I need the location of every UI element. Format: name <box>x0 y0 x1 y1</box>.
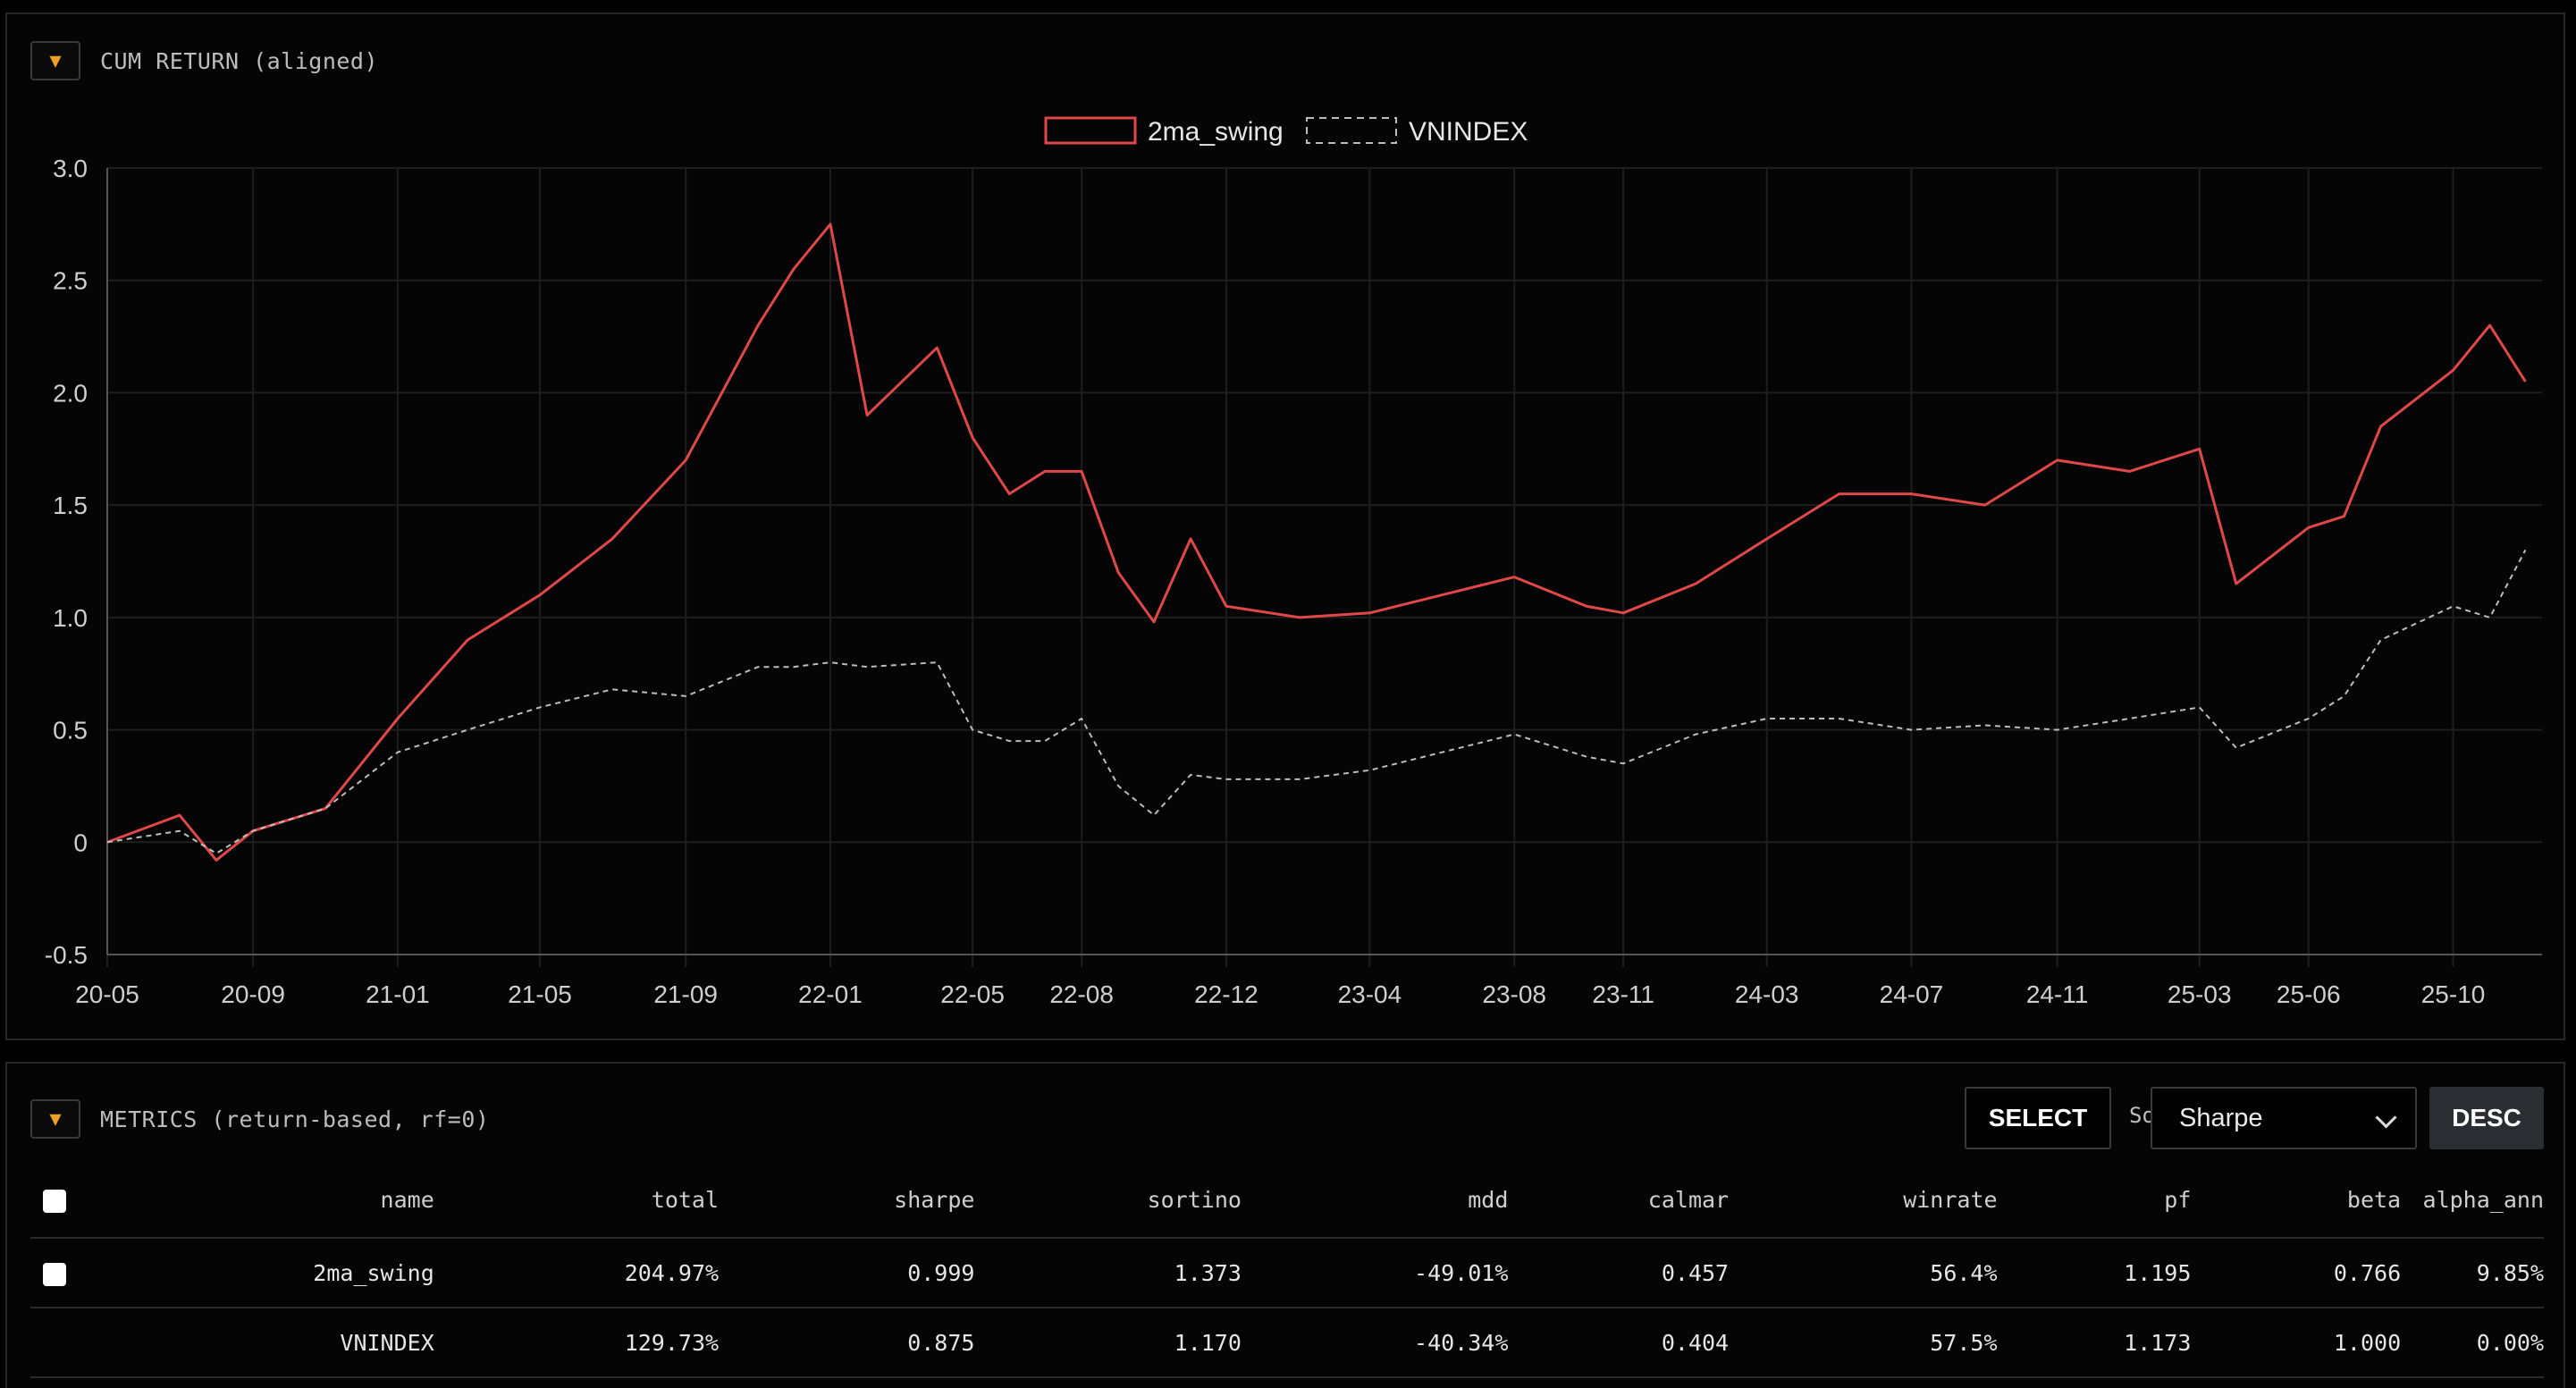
metrics-table: name total sharpe sortino mdd calmar win… <box>30 1162 2544 1378</box>
cell-sortino: 1.170 <box>974 1308 1242 1378</box>
y-tick-label: 3.0 <box>53 155 88 182</box>
x-tick-label: 25-10 <box>2421 980 2486 1008</box>
y-tick-label: -0.5 <box>45 941 88 969</box>
legend-label-2ma-swing[interactable]: 2ma_swing <box>1148 117 1284 147</box>
col-header-sortino[interactable]: sortino <box>974 1162 1242 1239</box>
select-button[interactable]: SELECT <box>1965 1087 2111 1149</box>
x-tick-label: 23-04 <box>1338 980 1402 1008</box>
cum-return-panel: ▼ CUM RETURN (aligned) 3.0 2.5 2.0 1.5 1.0 0.… <box>5 13 2565 1040</box>
collapse-chart-toggle[interactable]: ▼ <box>30 41 80 80</box>
row-select-cell <box>30 1308 97 1378</box>
chart-panel-title: CUM RETURN (aligned) <box>100 48 379 74</box>
col-header-winrate[interactable]: winrate <box>1729 1162 1998 1239</box>
y-tick-label: 2.5 <box>53 267 88 295</box>
y-tick-label: 1.0 <box>53 604 88 632</box>
x-tick-label: 20-05 <box>75 980 139 1008</box>
col-header-pf[interactable]: pf <box>1997 1162 2192 1239</box>
y-tick-label: 2.0 <box>53 379 88 407</box>
x-tick-label: 22-08 <box>1049 980 1114 1008</box>
chevron-down-icon <box>2375 1106 2397 1129</box>
legend-label-vnindex[interactable]: VNINDEX <box>1409 117 1528 147</box>
cell-total: 204.97% <box>434 1238 720 1308</box>
table-row[interactable]: VNINDEX 129.73% 0.875 1.170 -40.34% 0.40… <box>30 1308 2544 1378</box>
x-tick-label: 24-03 <box>1735 980 1799 1008</box>
col-header-mdd[interactable]: mdd <box>1241 1162 1509 1239</box>
sort-order-button[interactable]: DESC <box>2429 1087 2544 1149</box>
cell-mdd: -40.34% <box>1241 1308 1509 1378</box>
y-tick-label: 1.5 <box>53 492 88 519</box>
cell-total: 129.73% <box>434 1308 720 1378</box>
x-tick-label: 21-01 <box>366 980 430 1008</box>
metrics-panel: ▼ METRICS (return-based, rf=0) SELECT So… <box>5 1062 2565 1388</box>
col-header-total[interactable]: total <box>434 1162 720 1239</box>
x-tick-label: 21-05 <box>508 980 572 1008</box>
caret-down-icon: ▼ <box>49 1107 62 1131</box>
cell-winrate: 56.4% <box>1729 1238 1998 1308</box>
series-line-2ma-swing <box>106 223 2527 862</box>
cell-name: VNINDEX <box>96 1308 434 1378</box>
cell-beta: 0.766 <box>2191 1238 2402 1308</box>
cell-pf: 1.195 <box>1997 1238 2192 1308</box>
col-header-sharpe[interactable]: sharpe <box>719 1162 975 1239</box>
x-tick-label: 21-09 <box>653 980 718 1008</box>
x-tick-label: 22-12 <box>1194 980 1259 1008</box>
x-tick-label: 22-01 <box>798 980 863 1008</box>
cell-name: 2ma_swing <box>96 1238 434 1308</box>
cell-alpha-ann: 0.00% <box>2401 1308 2544 1378</box>
col-header-calmar[interactable]: calmar <box>1508 1162 1730 1239</box>
select-all-cell <box>30 1162 97 1239</box>
row-checkbox[interactable] <box>43 1262 66 1286</box>
x-tick-label: 23-08 <box>1482 980 1546 1008</box>
cell-winrate: 57.5% <box>1729 1308 1998 1378</box>
cell-pf: 1.173 <box>1997 1308 2192 1378</box>
cell-alpha-ann: 9.85% <box>2401 1238 2544 1308</box>
cell-calmar: 0.404 <box>1508 1308 1730 1378</box>
cell-sharpe: 0.999 <box>719 1238 975 1308</box>
cell-beta: 1.000 <box>2191 1308 2402 1378</box>
metrics-panel-title: METRICS (return-based, rf=0) <box>100 1106 490 1132</box>
caret-down-icon: ▼ <box>49 49 62 72</box>
legend-swatch-2ma-swing[interactable] <box>1044 116 1137 145</box>
table-row[interactable]: 2ma_swing 204.97% 0.999 1.373 -49.01% 0.… <box>30 1238 2544 1308</box>
chart-series <box>106 223 2527 862</box>
cell-sortino: 1.373 <box>974 1238 1242 1308</box>
row-select-cell <box>30 1238 97 1308</box>
x-tick-label: 25-06 <box>2277 980 2341 1008</box>
select-all-checkbox[interactable] <box>43 1189 66 1213</box>
col-header-beta[interactable]: beta <box>2191 1162 2402 1239</box>
cell-mdd: -49.01% <box>1241 1238 1509 1308</box>
y-tick-label: 0 <box>73 829 88 856</box>
y-tick-label: 0.5 <box>53 717 88 744</box>
chart-grid <box>106 167 2542 967</box>
cell-calmar: 0.457 <box>1508 1238 1730 1308</box>
cell-sharpe: 0.875 <box>719 1308 975 1378</box>
x-tick-label: 25-03 <box>2168 980 2232 1008</box>
sort-select-value: Sharpe <box>2179 1103 2263 1132</box>
metrics-header-row: name total sharpe sortino mdd calmar win… <box>30 1162 2544 1239</box>
x-tick-label: 20-09 <box>221 980 285 1008</box>
legend-swatch-vnindex[interactable] <box>1306 117 1397 144</box>
series-line-vnindex <box>106 549 2527 854</box>
x-tick-label: 24-07 <box>1880 980 1944 1008</box>
col-header-name[interactable]: name <box>96 1162 434 1239</box>
sort-select[interactable]: Sharpe <box>2151 1087 2417 1149</box>
chart-legend[interactable]: 2ma_swing VNINDEX <box>1044 116 1528 147</box>
x-tick-label: 24-11 <box>2026 980 2089 1008</box>
chart-axes: 3.0 2.5 2.0 1.5 1.0 0.5 0 -0.5 20-05 20-09 21-01 21… <box>45 155 2542 1008</box>
col-header-alpha-ann[interactable]: alpha_ann <box>2401 1162 2544 1239</box>
x-tick-label: 22-05 <box>940 980 1005 1008</box>
cum-return-chart: 3.0 2.5 2.0 1.5 1.0 0.5 0 -0.5 20-05 20-09 21-01 21… <box>45 116 2542 1008</box>
collapse-metrics-toggle[interactable]: ▼ <box>30 1099 80 1139</box>
x-tick-label: 23-11 <box>1592 980 1654 1008</box>
